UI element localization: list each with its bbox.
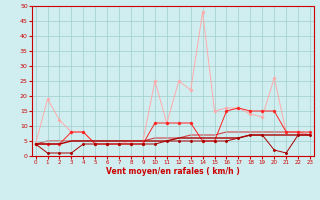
X-axis label: Vent moyen/en rafales ( km/h ): Vent moyen/en rafales ( km/h ) bbox=[106, 167, 240, 176]
